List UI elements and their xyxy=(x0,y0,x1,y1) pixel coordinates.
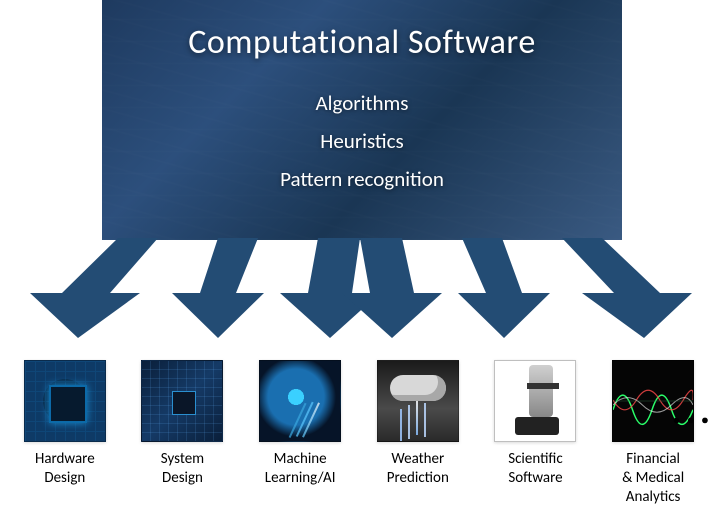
subtopic-item: Pattern recognition xyxy=(102,161,622,199)
category-machine-learning: Machine Learning/AI xyxy=(248,360,352,506)
subtopic-item: Algorithms xyxy=(102,85,622,123)
thumb-cloud-lightning-icon xyxy=(377,360,459,442)
arrow xyxy=(172,238,264,338)
thumb-circuit-icon xyxy=(141,360,223,442)
category-weather-prediction: Weather Prediction xyxy=(366,360,470,506)
subtopic-list: Algorithms Heuristics Pattern recognitio… xyxy=(102,85,622,198)
category-label: Scientific Software xyxy=(508,450,563,488)
arrows-svg xyxy=(0,238,718,348)
ellipsis-more-icon: ... xyxy=(672,388,714,434)
thumb-brain-icon xyxy=(259,360,341,442)
diagram-title: Computational Software xyxy=(102,22,622,63)
category-label: System Design xyxy=(161,450,204,488)
category-label: Financial & Medical Analytics xyxy=(622,450,684,506)
subtopic-item: Heuristics xyxy=(102,123,622,161)
arrow xyxy=(562,238,692,338)
category-system-design: System Design xyxy=(130,360,234,506)
category-label: Machine Learning/AI xyxy=(265,450,336,488)
top-box: Computational Software Algorithms Heuris… xyxy=(102,0,622,240)
arrow xyxy=(458,238,550,338)
thumb-chip-icon xyxy=(24,360,106,442)
category-label: Hardware Design xyxy=(35,450,95,488)
category-scientific-software: Scientific Software xyxy=(483,360,587,506)
category-label: Weather Prediction xyxy=(387,450,449,488)
category-hardware-design: Hardware Design xyxy=(13,360,117,506)
arrow xyxy=(30,238,158,338)
thumb-microscope-icon xyxy=(494,360,576,442)
category-row: Hardware Design System Design Machine Le… xyxy=(0,360,718,506)
